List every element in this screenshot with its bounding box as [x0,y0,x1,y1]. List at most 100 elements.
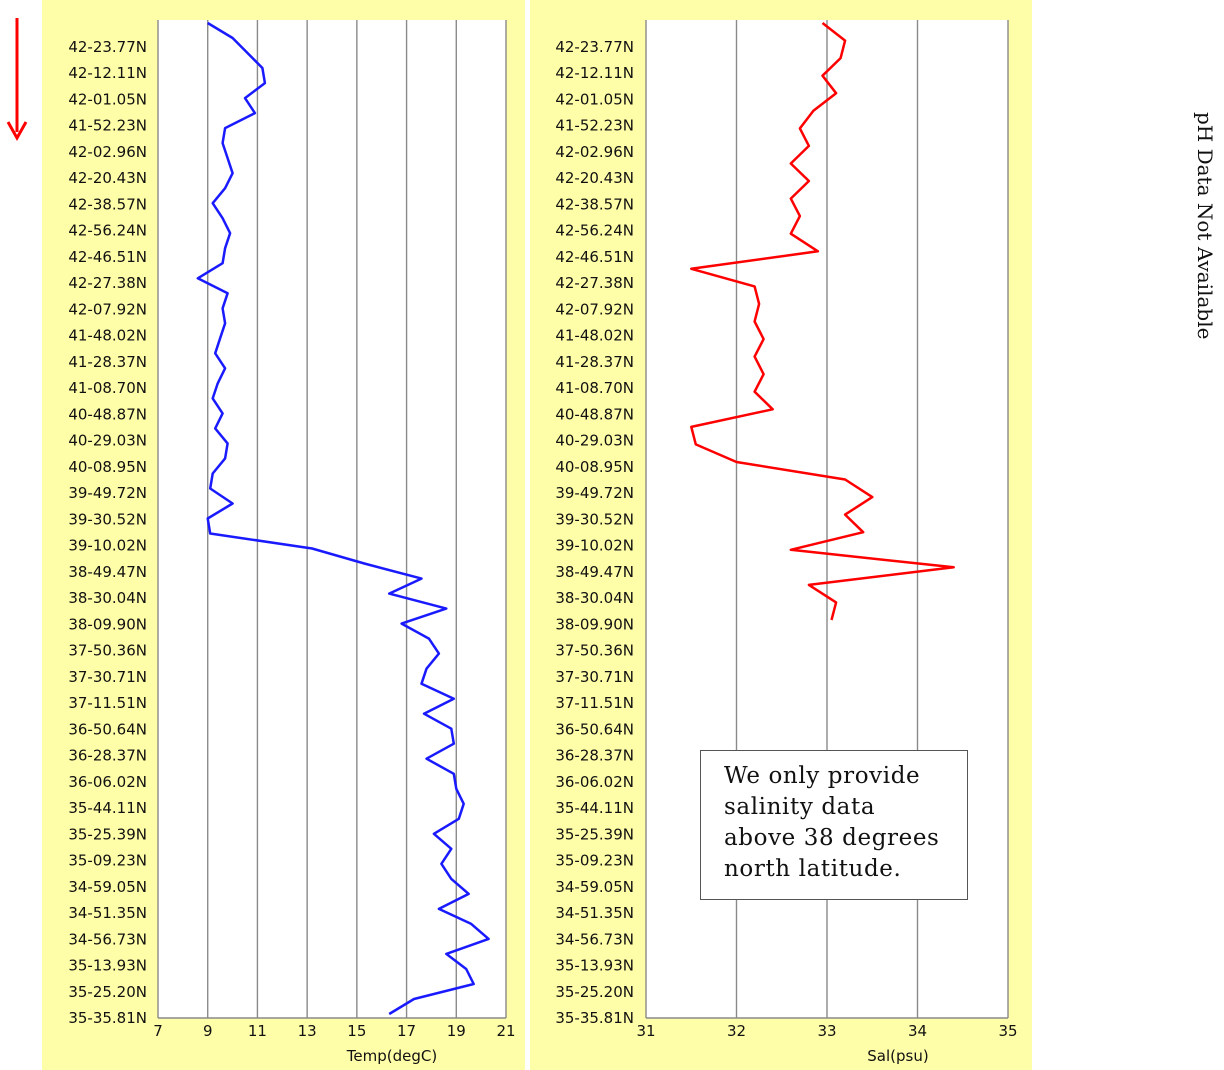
y-tick-label: 41-28.37N [68,353,147,371]
x-tick-label: 13 [298,1022,317,1040]
x-tick-label: 21 [496,1022,515,1040]
y-tick-label: 35-25.39N [68,825,147,843]
sal-x-axis-title: Sal(psu) [867,1047,928,1065]
y-tick-label: 40-48.87N [68,405,147,423]
y-tick-label: 36-28.37N [68,747,147,765]
y-tick-label: 35-09.23N [555,852,634,870]
y-tick-label: 37-11.51N [68,694,147,712]
x-tick-label: 35 [998,1022,1017,1040]
y-tick-label: 42-01.05N [555,90,634,108]
y-tick-label: 42-23.77N [555,38,634,56]
y-tick-label: 42-46.51N [555,248,634,266]
y-tick-label: 35-44.11N [68,799,147,817]
y-tick-label: 42-12.11N [68,64,147,82]
y-tick-label: 42-27.38N [555,274,634,292]
y-tick-label: 40-48.87N [555,405,634,423]
y-tick-label: 42-27.38N [68,274,147,292]
y-tick-label: 36-50.64N [68,720,147,738]
y-tick-label: 34-51.35N [68,904,147,922]
y-tick-label: 35-25.20N [68,983,147,1001]
y-tick-label: 40-08.95N [555,458,634,476]
y-tick-label: 36-06.02N [555,773,634,791]
direction-arrow-icon [6,18,28,142]
y-tick-label: 38-49.47N [68,563,147,581]
y-tick-label: 42-02.96N [68,143,147,161]
y-tick-label: 42-23.77N [68,38,147,56]
temp-y-ticks: 42-23.77N 42-12.11N 42-01.05N 41-52.23N 42-0… [68,38,147,1027]
note-line: salinity data [724,794,876,820]
temp-x-axis-title: Temp(degC) [346,1047,437,1065]
sal-x-ticks: 31 32 33 34 35 [636,1022,1017,1040]
y-tick-label: 38-30.04N [68,589,147,607]
y-tick-label: 34-56.73N [555,930,634,948]
y-tick-label: 35-09.23N [68,852,147,870]
y-tick-label: 35-35.81N [555,1009,634,1027]
y-tick-label: 37-30.71N [68,668,147,686]
x-tick-label: 9 [203,1022,213,1040]
y-tick-label: 35-13.93N [68,957,147,975]
x-tick-label: 31 [636,1022,655,1040]
y-tick-label: 42-02.96N [555,143,634,161]
y-tick-label: 38-09.90N [68,615,147,633]
y-tick-label: 34-59.05N [68,878,147,896]
y-tick-label: 41-48.02N [68,327,147,345]
y-tick-label: 41-52.23N [68,117,147,135]
y-tick-label: 41-48.02N [555,327,634,345]
y-tick-label: 34-51.35N [555,904,634,922]
y-tick-label: 42-38.57N [68,195,147,213]
note-line: north latitude. [724,856,902,882]
y-tick-label: 42-12.11N [555,64,634,82]
x-tick-label: 19 [447,1022,466,1040]
x-tick-label: 33 [817,1022,836,1040]
y-tick-label: 40-29.03N [68,432,147,450]
y-tick-label: 36-50.64N [555,720,634,738]
temp-x-ticks: 7 9 11 13 15 17 19 21 [153,1022,515,1040]
y-tick-label: 38-49.47N [555,563,634,581]
note-line: We only provide [724,763,921,789]
x-tick-label: 11 [248,1022,267,1040]
temp-plot-area [158,20,506,1018]
y-tick-label: 35-35.81N [68,1009,147,1027]
x-tick-label: 32 [727,1022,746,1040]
y-tick-label: 35-13.93N [555,957,634,975]
temp-series-line [196,21,490,1016]
y-tick-label: 41-28.37N [555,353,634,371]
y-tick-label: 42-07.92N [68,300,147,318]
x-tick-label: 15 [347,1022,366,1040]
y-tick-label: 39-10.02N [68,537,147,555]
salinity-note: We only provide salinity data above 38 d… [700,750,968,900]
x-tick-label: 17 [397,1022,416,1040]
y-tick-label: 37-11.51N [555,694,634,712]
y-tick-label: 40-08.95N [68,458,147,476]
y-tick-label: 36-06.02N [68,773,147,791]
y-tick-label: 39-30.52N [555,510,634,528]
y-tick-label: 35-44.11N [555,799,634,817]
sal-y-ticks: 42-23.77N 42-12.11N 42-01.05N 41-52.23N 42-0… [555,38,634,1027]
y-tick-label: 34-59.05N [555,878,634,896]
y-tick-label: 38-30.04N [555,589,634,607]
y-tick-label: 39-49.72N [555,484,634,502]
y-tick-label: 41-08.70N [555,379,634,397]
y-tick-label: 37-50.36N [555,642,634,660]
y-tick-label: 42-07.92N [555,300,634,318]
y-tick-label: 34-56.73N [68,930,147,948]
x-tick-label: 7 [153,1022,163,1040]
y-tick-label: 39-30.52N [68,510,147,528]
y-tick-label: 38-09.90N [555,615,634,633]
y-tick-label: 42-38.57N [555,195,634,213]
ph-unavailable-label: pH Data Not Available [1193,112,1217,340]
note-line: above 38 degrees [724,825,940,851]
y-tick-label: 41-08.70N [68,379,147,397]
y-tick-label: 42-56.24N [68,222,147,240]
x-tick-label: 34 [908,1022,927,1040]
y-tick-label: 36-28.37N [555,747,634,765]
y-tick-label: 42-56.24N [555,222,634,240]
y-tick-label: 42-46.51N [68,248,147,266]
y-tick-label: 35-25.39N [555,825,634,843]
y-tick-label: 42-20.43N [555,169,634,187]
y-tick-label: 39-10.02N [555,537,634,555]
y-tick-label: 39-49.72N [68,484,147,502]
y-tick-label: 37-50.36N [68,642,147,660]
y-tick-label: 41-52.23N [555,117,634,135]
